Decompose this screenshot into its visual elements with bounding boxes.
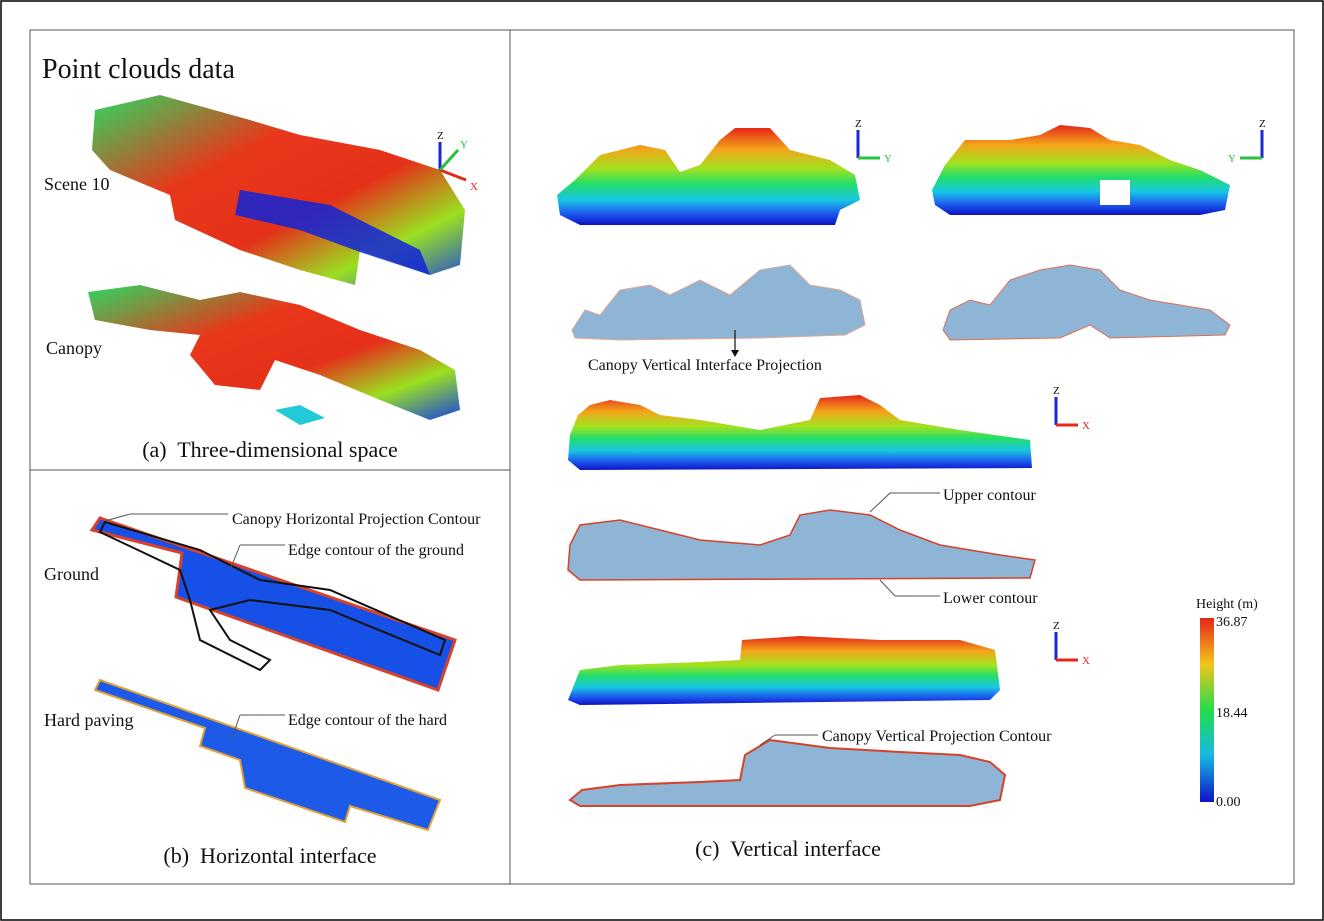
lower-contour-label: Lower contour — [943, 590, 1038, 607]
vertical-projection — [568, 510, 1035, 580]
axis-label: X — [1082, 655, 1090, 667]
hard-label: Hard paving — [44, 710, 133, 730]
axis-label: Y — [1228, 153, 1236, 165]
vertical-projection — [570, 740, 1005, 806]
gap — [1100, 180, 1130, 205]
legend-min: 0.00 — [1216, 795, 1241, 810]
legend-max: 36.87 — [1216, 615, 1248, 630]
axis-label: X — [470, 181, 478, 193]
caption: (a) Three-dimensional space — [142, 437, 398, 462]
legend-title: Height (m) — [1196, 597, 1258, 612]
axis-label: Y — [460, 139, 468, 151]
axis-label: Z — [855, 118, 862, 130]
interface-projection-label: Canopy Vertical Interface Projection — [588, 357, 822, 374]
canopy-point-cloud — [88, 285, 460, 420]
caption: (b) Horizontal interface — [163, 843, 376, 868]
axis-y — [440, 150, 458, 170]
upper-contour-label: Upper contour — [943, 487, 1037, 504]
caption: (c) Vertical interface — [695, 836, 881, 861]
leader — [870, 493, 890, 512]
axis-label: Z — [1259, 118, 1266, 130]
legend-mid: 18.44 — [1216, 706, 1248, 721]
vertical-cloud — [568, 636, 1000, 705]
axis-label: Y — [884, 153, 892, 165]
title: Point clouds data — [42, 54, 235, 85]
figure: Point clouds data Scene 10 Canopy (a) Th… — [0, 0, 1324, 921]
leader — [880, 580, 895, 596]
canopy-contour-label: Canopy Horizontal Projection Contour — [232, 511, 481, 528]
arrow-head — [731, 350, 739, 357]
vertical-cloud — [568, 395, 1032, 470]
canopy-label: Canopy — [46, 338, 102, 358]
leader — [105, 514, 130, 521]
axis-label: Z — [1053, 385, 1060, 397]
vertical-projection — [572, 265, 865, 340]
hard-plane — [95, 680, 440, 830]
hard-edge-label: Edge contour of the hard — [288, 712, 447, 729]
vertical-cloud — [557, 128, 860, 225]
color-bar — [1200, 618, 1214, 802]
axis-label: X — [1082, 420, 1090, 432]
ground-edge-label: Edge contour of the ground — [288, 542, 464, 559]
canopy-fragment — [275, 405, 325, 425]
projection-contour-label: Canopy Vertical Projection Contour — [822, 728, 1052, 745]
ground-label: Ground — [44, 564, 99, 584]
vertical-cloud — [932, 125, 1230, 215]
vertical-projection — [943, 265, 1230, 340]
scene-label: Scene 10 — [44, 174, 109, 194]
axis-label: Z — [437, 130, 444, 142]
axis-label: Z — [1053, 620, 1060, 632]
